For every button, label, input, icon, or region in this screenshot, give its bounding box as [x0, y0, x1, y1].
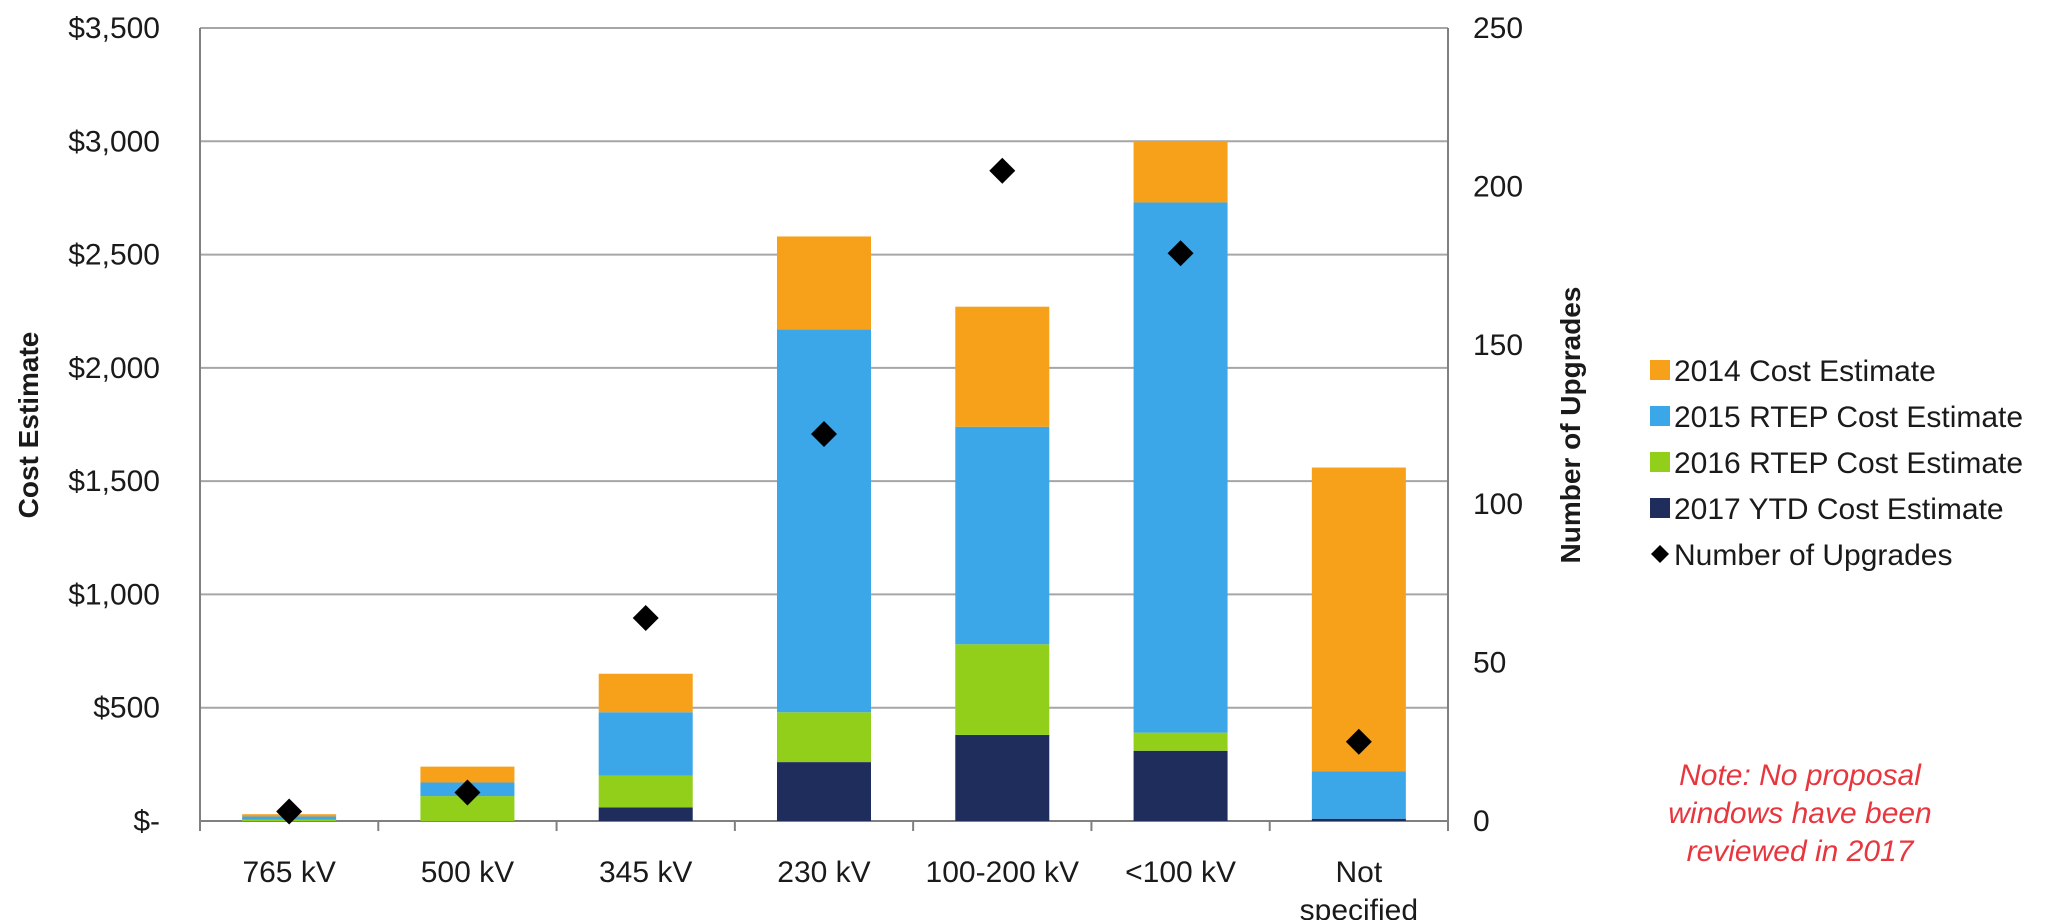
legend-marker-4: [1651, 545, 1669, 563]
x-tick-label-1: 500 kV: [421, 856, 514, 889]
legend-swatch-3: [1650, 498, 1670, 518]
upgrade-point-5: [1167, 240, 1194, 267]
x-tick-label-4: 100-200 kV: [926, 856, 1079, 889]
bar-segment-1-5: [1133, 732, 1228, 751]
bar-segment-1-3: [777, 712, 871, 763]
legend-label-2: 2016 RTEP Cost Estimate: [1674, 447, 2023, 480]
note-line-0: Note: No proposal: [1679, 759, 1922, 792]
x-tick-label-2: 345 kV: [599, 856, 692, 889]
x-tick-label-5: <100 kV: [1125, 856, 1236, 889]
legend-swatch-1: [1650, 406, 1670, 426]
bar-segment-0-6: [1311, 818, 1406, 821]
bar-segment-2-4: [955, 426, 1050, 645]
y2-tick-label-2: 100: [1473, 488, 1523, 521]
legend-label-4: Number of Upgrades: [1674, 539, 1952, 572]
bar-segment-1-2: [598, 775, 693, 808]
y2-tick-label-3: 150: [1473, 329, 1523, 362]
y-tick-label-3: $1,500: [68, 465, 160, 498]
bar-segment-3-1: [420, 766, 515, 783]
y2-tick-label-1: 50: [1473, 646, 1506, 679]
upgrade-point-4: [989, 157, 1016, 184]
legend-label-0: 2014 Cost Estimate: [1674, 355, 1936, 388]
upgrade-point-2: [632, 604, 659, 631]
y2-axis-title: Number of Upgrades: [1555, 287, 1586, 564]
bar-segment-1-4: [955, 644, 1050, 735]
y-tick-label-1: $500: [93, 692, 160, 725]
upgrade-point-0: [276, 798, 303, 825]
y2-tick-label-0: 0: [1473, 805, 1490, 838]
note-line-2: reviewed in 2017: [1687, 835, 1915, 868]
legend-label-1: 2015 RTEP Cost Estimate: [1674, 401, 2023, 434]
x-tick-label-6-1: specified: [1300, 894, 1418, 920]
upgrade-point-3: [811, 421, 837, 448]
x-tick-label-6-0: Not: [1336, 856, 1383, 889]
bar-segment-0-2: [598, 807, 693, 821]
upgrade-point-1: [454, 779, 481, 806]
bar-segment-3-4: [955, 306, 1050, 427]
bar-segment-3-6: [1311, 467, 1406, 772]
y2-tick-label-5: 250: [1473, 12, 1523, 45]
x-tick-label-0: 765 kV: [242, 856, 335, 889]
bar-segment-3-5: [1133, 141, 1228, 203]
y-tick-label-5: $2,500: [68, 239, 160, 272]
y2-tick-label-4: 200: [1473, 171, 1523, 204]
y-tick-label-4: $2,000: [68, 352, 160, 385]
bar-segment-2-3: [777, 329, 871, 713]
y-axis-title: Cost Estimate: [13, 332, 44, 519]
y-tick-label-2: $1,000: [68, 578, 160, 611]
bar-segment-2-2: [598, 712, 693, 776]
legend-swatch-2: [1650, 452, 1670, 472]
bar-segment-2-6: [1311, 771, 1406, 819]
legend-label-3: 2017 YTD Cost Estimate: [1674, 493, 2004, 526]
note-line-1: windows have been: [1668, 797, 1932, 830]
legend-swatch-0: [1650, 360, 1670, 380]
bar-segment-3-2: [598, 673, 693, 713]
bar-segment-0-4: [955, 734, 1050, 821]
bar-segment-2-5: [1133, 202, 1228, 733]
y-tick-label-7: $3,500: [68, 12, 160, 45]
x-tick-label-3: 230 kV: [777, 856, 870, 889]
upgrade-point-6: [1345, 728, 1372, 755]
y-tick-label-0: $-: [133, 805, 160, 838]
bar-segment-0-3: [777, 762, 871, 821]
bar-segment-3-3: [777, 236, 871, 330]
bar-segment-0-5: [1133, 750, 1228, 821]
y-tick-label-6: $3,000: [68, 125, 160, 158]
